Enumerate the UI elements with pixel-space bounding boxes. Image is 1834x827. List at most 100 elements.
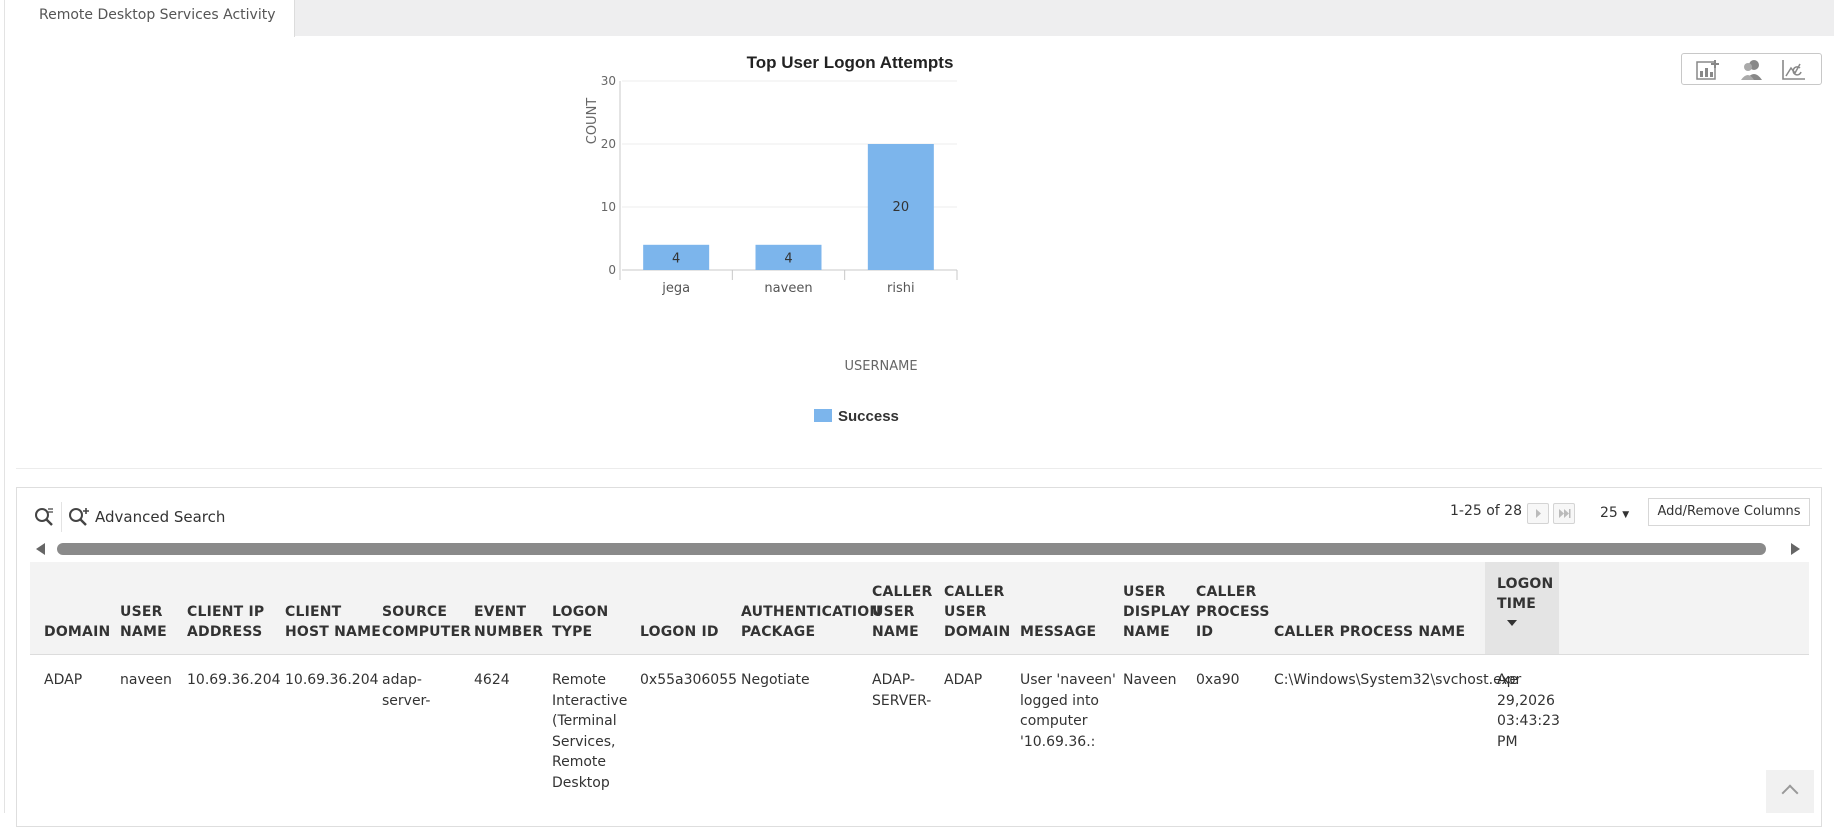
column-header-label: LOGON ID bbox=[640, 624, 719, 640]
column-header[interactable]: MESSAGE bbox=[1020, 622, 1096, 642]
scroll-to-top-button[interactable] bbox=[1766, 770, 1814, 813]
table-cell: 0xa90 bbox=[1196, 670, 1240, 691]
cell-text: 4624 bbox=[474, 672, 510, 688]
add-chart-icon[interactable] bbox=[1694, 58, 1722, 82]
section-divider bbox=[16, 468, 1822, 469]
bar-naveen[interactable] bbox=[755, 244, 822, 270]
column-header[interactable]: CALLER PROCESS NAME bbox=[1274, 622, 1465, 642]
column-header-label: DISPLAY bbox=[1123, 604, 1191, 620]
cell-text: Desktop bbox=[552, 774, 610, 791]
legend-label: Success bbox=[838, 408, 899, 425]
data-label: 20 bbox=[893, 200, 910, 215]
column-header-label: TIME bbox=[1497, 596, 1537, 612]
chart-type-icon[interactable] bbox=[1780, 58, 1808, 82]
bar-jega[interactable] bbox=[643, 244, 710, 270]
column-header[interactable]: CLIENT IP ADDRESS bbox=[187, 602, 264, 642]
x-tick-label: jega bbox=[661, 281, 690, 296]
column-header-label: USER bbox=[944, 604, 987, 620]
column-header-label: NAME bbox=[120, 624, 167, 640]
column-header-label: SOURCE bbox=[382, 604, 448, 620]
table-cell: ADAP bbox=[944, 670, 982, 691]
column-header-label: COMPUTER bbox=[382, 624, 472, 640]
cell-text: ADAP bbox=[44, 672, 83, 688]
table-cell: 10.69.36.204 bbox=[187, 670, 281, 691]
tab-remote-desktop-activity[interactable]: Remote Desktop Services Activity bbox=[5, 0, 295, 37]
column-header-label: CLIENT IP bbox=[187, 604, 265, 620]
column-header-label: ID bbox=[1196, 624, 1214, 640]
column-header-label: NAME bbox=[1123, 624, 1170, 640]
page-size-value: 25 bbox=[1600, 505, 1618, 521]
chart-legend[interactable]: Success bbox=[814, 408, 899, 425]
cell-text: '10.69.36.: bbox=[1020, 733, 1096, 750]
column-header-label: TYPE bbox=[552, 624, 593, 640]
column-header[interactable]: USER DISPLAY NAME bbox=[1123, 582, 1190, 642]
column-header-label: NAME bbox=[872, 624, 919, 640]
table-cell: ADAP bbox=[44, 670, 82, 691]
chart-toolbar bbox=[1681, 53, 1822, 85]
cell-text: 10.69.36.204 bbox=[285, 672, 379, 688]
y-tick-label: 10 bbox=[601, 200, 616, 214]
tab-bar bbox=[5, 0, 1834, 36]
cell-text: 03:43:23 bbox=[1497, 713, 1560, 729]
column-header[interactable]: DOMAIN bbox=[44, 622, 110, 642]
cell-text: Remote bbox=[552, 672, 607, 688]
column-header[interactable]: LOGON ID bbox=[640, 622, 719, 642]
cell-text: computer bbox=[1020, 713, 1088, 729]
column-header-label: LOGON bbox=[1497, 576, 1554, 592]
cell-text: ADAP- bbox=[872, 672, 915, 688]
next-page-button[interactable] bbox=[1527, 503, 1549, 524]
column-header[interactable]: CALLER USER NAME bbox=[872, 582, 933, 642]
column-header[interactable]: CALLER PROCESS ID bbox=[1196, 582, 1270, 642]
column-header-label: PACKAGE bbox=[741, 624, 816, 640]
table-cell: Remote Interactive (Terminal Services, Remot… bbox=[552, 670, 627, 793]
column-header-label: CALLER PROCESS NAME bbox=[1274, 624, 1466, 640]
column-header[interactable]: CLIENT HOST NAME bbox=[285, 602, 381, 642]
cell-text: adap- bbox=[382, 672, 422, 688]
column-header-label: NUMBER bbox=[474, 624, 544, 640]
sort-desc-icon[interactable] bbox=[1507, 620, 1517, 626]
column-header-label: USER bbox=[120, 604, 163, 620]
bar-chart: Top User Logon Attempts COUNT USERNAME 0… bbox=[585, 53, 958, 425]
tab-label: Remote Desktop Services Activity bbox=[39, 7, 276, 23]
advanced-search-button[interactable]: Advanced Search bbox=[67, 505, 225, 529]
scroll-right-icon[interactable] bbox=[1791, 543, 1800, 555]
cell-text: SERVER- bbox=[872, 692, 932, 709]
cell-text: User 'naveen' bbox=[1020, 672, 1116, 688]
cell-text: (Terminal bbox=[552, 713, 617, 729]
column-header[interactable]: LOGON TIME bbox=[1485, 562, 1559, 654]
x-axis-label: USERNAME bbox=[844, 359, 917, 374]
table-cell: Negotiate bbox=[741, 670, 810, 691]
scroll-left-icon[interactable] bbox=[36, 543, 45, 555]
cell-text: Remote bbox=[552, 754, 607, 770]
column-header-label: CLIENT bbox=[285, 604, 342, 620]
x-tick-label: rishi bbox=[887, 281, 915, 296]
advanced-search-label: Advanced Search bbox=[95, 508, 226, 526]
column-header[interactable]: CALLER USER DOMAIN bbox=[944, 582, 1010, 642]
users-icon[interactable] bbox=[1738, 58, 1766, 82]
last-page-icon bbox=[1559, 509, 1571, 518]
last-page-button[interactable] bbox=[1553, 503, 1575, 524]
column-header[interactable]: EVENT NUMBER bbox=[474, 602, 543, 642]
cell-text: Interactive bbox=[552, 692, 628, 709]
column-header-label: AUTHENTICATION bbox=[741, 604, 882, 620]
column-header[interactable]: USER NAME bbox=[120, 602, 167, 642]
add-remove-columns-button[interactable]: Add/Remove Columns bbox=[1648, 498, 1810, 526]
cell-text: 29,2026 bbox=[1497, 692, 1555, 709]
table-cell: adap-server- bbox=[382, 670, 430, 711]
scrollbar-thumb[interactable] bbox=[57, 543, 1766, 555]
column-header-label: DOMAIN bbox=[944, 624, 1011, 640]
column-header[interactable]: LOGON TYPE bbox=[552, 602, 608, 642]
column-header-label: ADDRESS bbox=[187, 624, 263, 640]
column-header-label: MESSAGE bbox=[1020, 624, 1097, 640]
search-toggle-icon[interactable] bbox=[33, 506, 55, 528]
y-tick-label: 20 bbox=[601, 137, 616, 151]
page-size-select[interactable]: 25 ▼ bbox=[1600, 505, 1629, 521]
cell-text: naveen bbox=[120, 672, 172, 688]
column-header[interactable]: AUTHENTICATION PACKAGE bbox=[741, 602, 881, 642]
bar-rishi[interactable] bbox=[867, 144, 934, 270]
horizontal-scrollbar[interactable] bbox=[30, 542, 1806, 556]
cell-text: PM bbox=[1497, 733, 1518, 750]
pager-range: 1-25 of 28 bbox=[1450, 503, 1522, 519]
column-header[interactable]: SOURCE COMPUTER bbox=[382, 602, 471, 642]
cell-text: ADAP bbox=[944, 672, 983, 688]
